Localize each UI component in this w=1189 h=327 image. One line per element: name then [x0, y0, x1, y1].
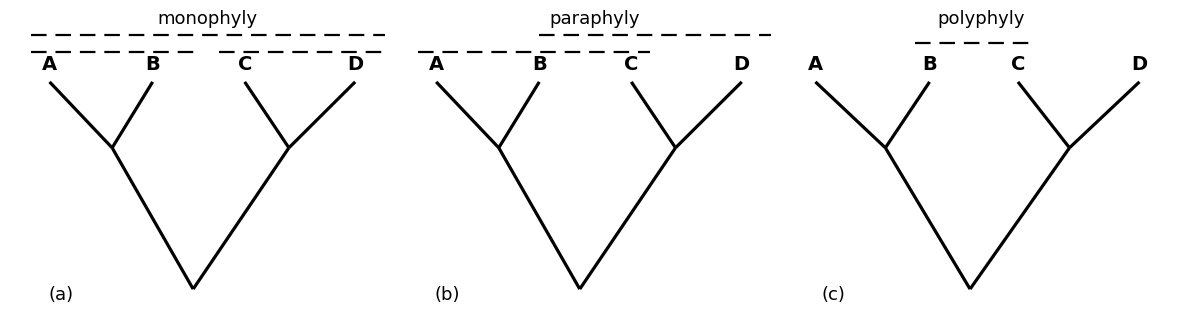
- Text: A: A: [42, 55, 57, 74]
- Text: monophyly: monophyly: [158, 10, 258, 28]
- Text: D: D: [347, 55, 363, 74]
- Text: polyphyly: polyphyly: [937, 10, 1025, 28]
- Text: paraphyly: paraphyly: [549, 10, 640, 28]
- Text: (a): (a): [48, 286, 74, 304]
- Text: B: B: [145, 55, 161, 74]
- Text: A: A: [807, 55, 823, 74]
- Text: D: D: [1132, 55, 1147, 74]
- Text: C: C: [1011, 55, 1025, 74]
- Text: B: B: [923, 55, 937, 74]
- Text: B: B: [531, 55, 547, 74]
- Text: (c): (c): [822, 286, 845, 304]
- Text: C: C: [624, 55, 638, 74]
- Text: C: C: [238, 55, 252, 74]
- Text: (b): (b): [434, 286, 460, 304]
- Text: A: A: [428, 55, 443, 74]
- Text: D: D: [734, 55, 750, 74]
